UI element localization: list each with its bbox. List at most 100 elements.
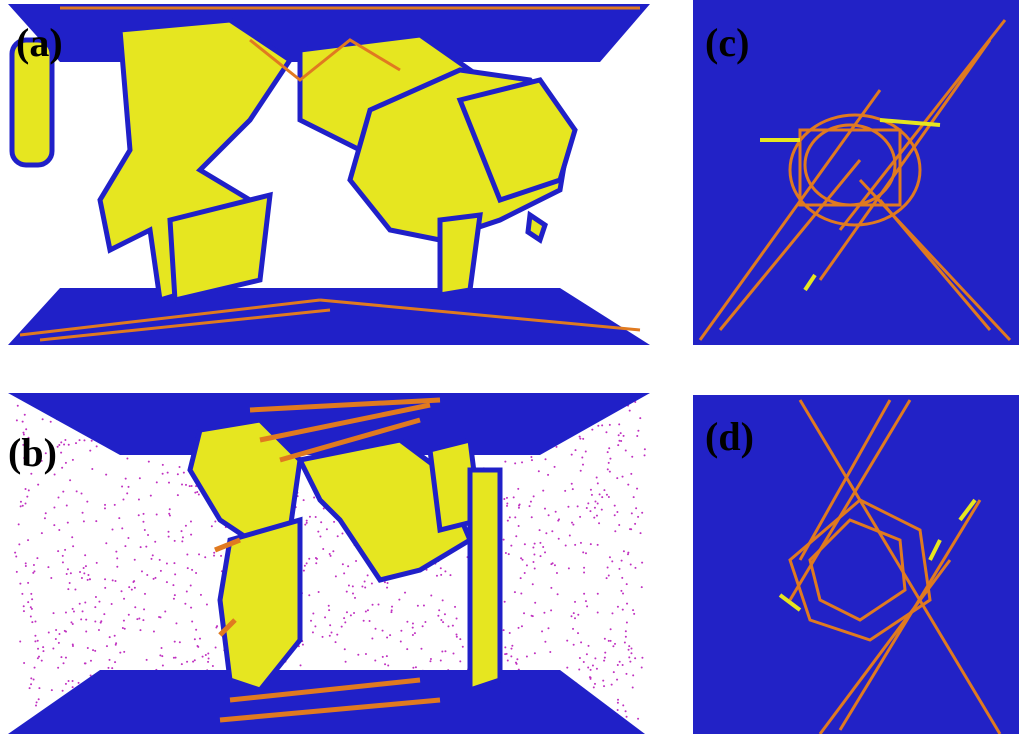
atom	[387, 582, 389, 584]
atom	[511, 645, 513, 647]
atom	[539, 529, 541, 531]
atom	[417, 605, 419, 607]
atom	[83, 439, 85, 441]
atom	[622, 664, 624, 666]
atom	[82, 512, 84, 514]
atom	[534, 602, 536, 604]
atom	[42, 418, 44, 420]
atom	[456, 636, 458, 638]
atom	[547, 474, 549, 476]
atom	[175, 622, 177, 624]
atom	[540, 555, 542, 557]
atom	[346, 611, 348, 613]
atom	[22, 505, 24, 507]
atom	[318, 591, 320, 593]
atom	[628, 656, 630, 658]
atom	[16, 571, 18, 573]
atom	[626, 583, 628, 585]
atom	[532, 615, 534, 617]
atom	[314, 625, 316, 627]
atom	[103, 613, 105, 615]
atom	[25, 502, 27, 504]
atom	[343, 572, 345, 574]
atom	[146, 659, 148, 661]
atom	[114, 580, 116, 582]
atom	[544, 508, 546, 510]
atom	[25, 562, 27, 564]
atom	[627, 552, 629, 554]
atom	[316, 558, 318, 560]
atom	[622, 704, 624, 706]
atom	[582, 464, 584, 466]
atom	[48, 632, 50, 634]
atom	[605, 431, 607, 433]
atom	[36, 557, 38, 559]
atom	[72, 459, 74, 461]
atom	[303, 499, 305, 501]
atom	[609, 424, 611, 426]
atom	[505, 552, 507, 554]
atom	[391, 609, 393, 611]
atom	[174, 573, 176, 575]
atom	[459, 660, 461, 662]
atom	[586, 653, 588, 655]
atom	[58, 444, 60, 446]
atom	[38, 687, 40, 689]
atom	[404, 592, 406, 594]
atom	[423, 604, 425, 606]
atom	[104, 578, 106, 580]
atom	[607, 451, 609, 453]
atom	[83, 567, 85, 569]
atom	[343, 617, 345, 619]
atom	[211, 525, 213, 527]
atom	[603, 489, 605, 491]
atom	[597, 425, 599, 427]
atom	[146, 574, 148, 576]
atom	[313, 497, 315, 499]
atom	[566, 667, 568, 669]
atom	[589, 510, 591, 512]
atom	[504, 601, 506, 603]
atom	[520, 577, 522, 579]
atom	[622, 476, 624, 478]
atom	[79, 603, 81, 605]
atom	[556, 446, 558, 448]
atom	[153, 630, 155, 632]
atom	[331, 631, 333, 633]
atom	[550, 609, 552, 611]
atom	[614, 530, 616, 532]
atom	[529, 505, 531, 507]
atom	[534, 567, 536, 569]
atom	[186, 554, 188, 556]
atom	[65, 683, 67, 685]
atom	[53, 524, 55, 526]
atom	[30, 606, 32, 608]
atom	[134, 606, 136, 608]
atom	[89, 578, 91, 580]
atom	[503, 539, 505, 541]
atom	[207, 653, 209, 655]
atom	[64, 549, 66, 551]
atom	[440, 619, 442, 621]
atom	[98, 601, 100, 603]
atom	[361, 586, 363, 588]
atom	[126, 492, 128, 494]
atom	[507, 660, 509, 662]
panel-a	[8, 4, 650, 345]
atom	[625, 673, 627, 675]
atom	[320, 521, 322, 523]
atom	[174, 594, 176, 596]
atom	[617, 699, 619, 701]
atom	[192, 661, 194, 663]
atom	[544, 551, 546, 553]
atom	[72, 623, 74, 625]
atom	[632, 674, 634, 676]
atom	[518, 507, 520, 509]
atom	[607, 566, 609, 568]
atom	[63, 662, 65, 664]
atom	[364, 586, 366, 588]
atom	[412, 634, 414, 636]
atom	[344, 621, 346, 623]
atom	[506, 497, 508, 499]
atom	[573, 612, 575, 614]
